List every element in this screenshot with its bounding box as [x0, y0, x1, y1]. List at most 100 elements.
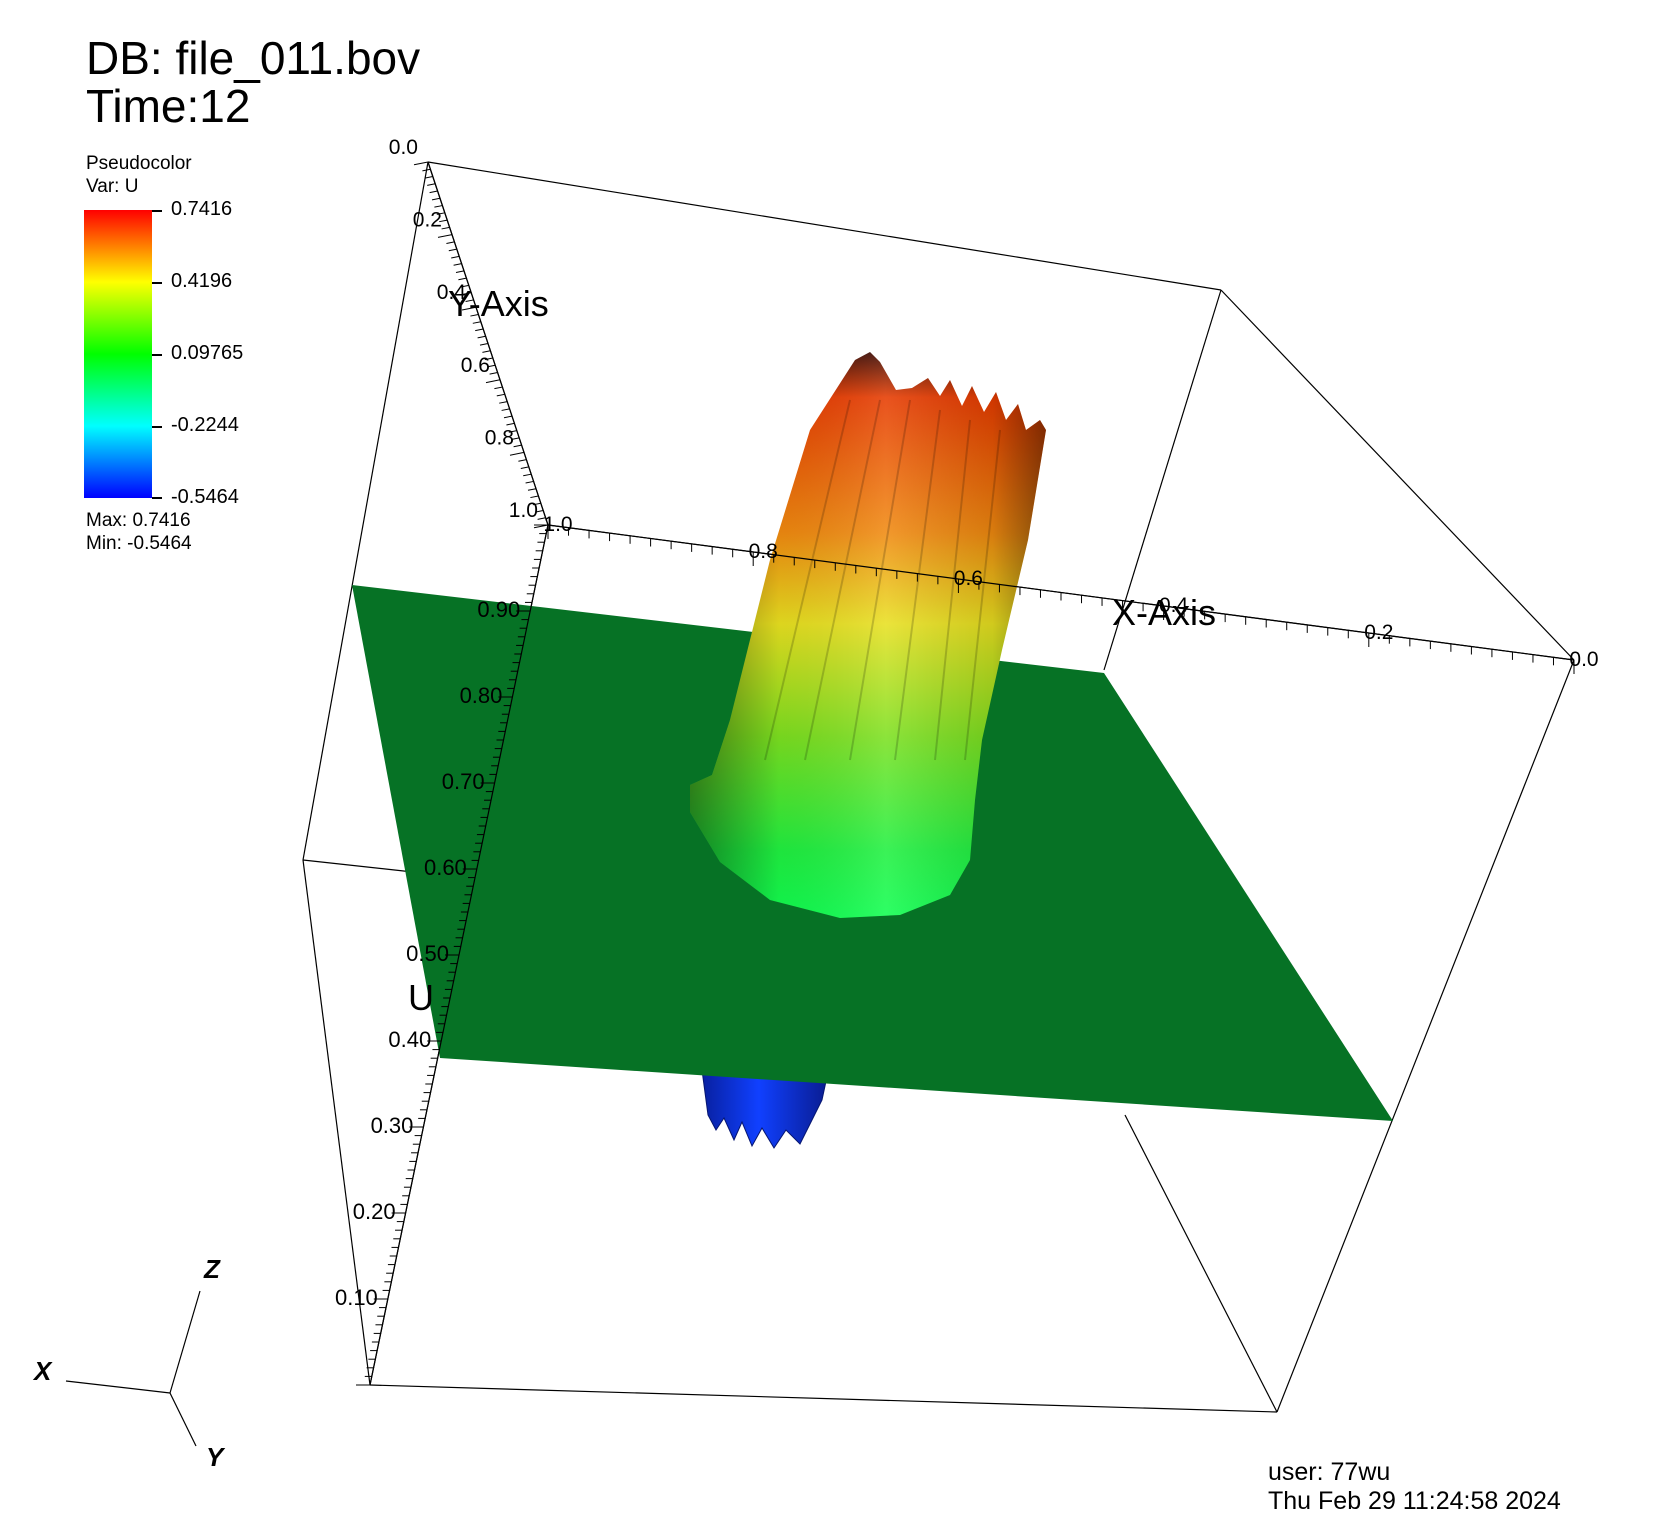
- triad-y-label: Y: [206, 1442, 226, 1472]
- axis-minor-tick: [429, 190, 438, 194]
- axis-tick-label: 0.10: [335, 1285, 378, 1310]
- z-axis-title: U: [408, 977, 434, 1018]
- axis-minor-tick: [513, 444, 522, 448]
- axis-tick-label: 0.70: [442, 769, 485, 794]
- legend-min-label: Min: -0.5464: [86, 533, 192, 554]
- axis-minor-tick: [470, 313, 479, 317]
- axis-minor-tick: [532, 502, 541, 506]
- time-label: Time:12: [86, 80, 251, 132]
- axis-tick-label: 0.8: [485, 426, 514, 449]
- y-axis: 0.0 0.2 0.4 0.6 0.8 1.0: [389, 136, 549, 529]
- axis-minor-tick: [487, 364, 496, 368]
- colorbar-tick-mark: [152, 426, 162, 428]
- colorbar-tick-mark: [152, 210, 162, 212]
- triad-z-label: Z: [203, 1254, 221, 1284]
- axis-minor-tick: [455, 270, 465, 273]
- axis-minor-tick: [446, 241, 455, 244]
- axis-minor-tick: [441, 226, 450, 230]
- axis-tick-label: 0.8: [749, 540, 778, 563]
- axis-tick-label: 0.2: [1364, 621, 1393, 644]
- axis-tick-label: 0.50: [406, 941, 449, 966]
- legend-tick-label: 0.09765: [171, 342, 244, 364]
- axis-minor-tick: [503, 415, 513, 419]
- legend-tick-label: 0.7416: [171, 198, 233, 220]
- axis-tick-label: 0.4: [437, 281, 467, 304]
- axis-minor-tick: [496, 393, 505, 397]
- legend-max-label: Max: 0.7416: [86, 510, 191, 531]
- axis-tick-label: 0.0: [1569, 648, 1598, 671]
- axis-tick-label: 1.0: [509, 499, 538, 522]
- axis-tick-label: 0.6: [954, 567, 983, 590]
- axis-minor-tick: [427, 183, 436, 186]
- axis-minor-tick: [475, 328, 484, 332]
- axis-minor-tick: [506, 422, 515, 426]
- axis-tick-label: 1.0: [543, 513, 572, 536]
- positive-value-blob: [690, 352, 1046, 918]
- axis-tick-label: 0.60: [424, 855, 467, 880]
- axis-minor-tick: [484, 357, 493, 361]
- axis-tick-label: 0.30: [371, 1113, 414, 1138]
- colorbar-tick-mark: [152, 497, 162, 499]
- axis-minor-tick: [477, 335, 486, 339]
- axis-minor-tick: [489, 372, 498, 375]
- axis-tick-label: 0.6: [461, 354, 490, 377]
- axis-tick-label: 0.2: [413, 209, 442, 232]
- orientation-triad: [65, 1290, 201, 1447]
- axis-tick-label: 0.0: [389, 136, 418, 159]
- axis-minor-tick: [482, 350, 491, 353]
- axis-minor-tick: [527, 488, 537, 491]
- axis-major-tick: [413, 161, 429, 166]
- axis-minor-tick: [523, 473, 532, 477]
- colorbar-tick-mark: [152, 354, 162, 356]
- axis-minor-tick: [537, 517, 546, 520]
- legend-variable: Var: U: [86, 176, 139, 197]
- axis-minor-tick: [530, 495, 539, 499]
- axis-minor-tick: [499, 401, 508, 404]
- y-axis-title: Y-Axis: [448, 283, 549, 324]
- axis-minor-tick: [431, 197, 441, 201]
- axis-minor-tick: [518, 459, 527, 462]
- axis-major-tick: [461, 306, 477, 311]
- x-axis: 1.0 0.8 0.6 0.4 0.2 0.0: [543, 513, 1599, 674]
- axis-minor-tick: [508, 430, 517, 433]
- axis-minor-tick: [494, 386, 503, 390]
- axis-major-tick: [485, 379, 501, 384]
- axis-minor-tick: [448, 248, 457, 252]
- legend-colorbar: [84, 210, 152, 498]
- axis-minor-tick: [453, 263, 462, 266]
- user-label: user: 77wu: [1268, 1458, 1391, 1486]
- colorbar-tick-mark: [152, 282, 162, 284]
- legend-tick-label: -0.2244: [171, 414, 239, 436]
- axis-minor-tick: [511, 437, 520, 440]
- axis-tick-label: 0.40: [388, 1027, 431, 1052]
- axis-minor-tick: [439, 219, 448, 223]
- axis-minor-tick: [424, 176, 433, 179]
- legend-tick-label: -0.5464: [171, 486, 239, 508]
- legend-tick-label: 0.4196: [171, 270, 233, 292]
- axis-minor-tick: [463, 292, 472, 295]
- z-axis: 0.10 0.20 0.30 0.40 0.50 0.60 0.70 0.80 0.90: [335, 524, 549, 1386]
- axis-tick-label: 0.90: [477, 597, 520, 622]
- axis-minor-tick: [422, 168, 431, 172]
- axis-minor-tick: [434, 205, 443, 208]
- axis-tick-label: 0.80: [460, 683, 503, 708]
- axis-minor-tick: [451, 255, 460, 259]
- axis-minor-tick: [525, 480, 534, 484]
- timestamp-label: Thu Feb 29 11:24:58 2024: [1268, 1487, 1561, 1515]
- triad-x-label: X: [32, 1356, 53, 1386]
- axis-tick-label: 0.20: [353, 1199, 396, 1224]
- axis-minor-tick: [436, 212, 445, 215]
- axis-minor-tick: [479, 343, 489, 346]
- database-label: DB: file_011.bov: [86, 32, 421, 84]
- axis-minor-tick: [535, 509, 544, 513]
- axis-minor-tick: [520, 466, 529, 470]
- axis-minor-tick: [460, 284, 469, 288]
- axis-tick-label: 0.4: [1159, 594, 1189, 617]
- axis-major-tick: [437, 234, 453, 238]
- axis-minor-tick: [472, 321, 481, 324]
- x-axis-title: X-Axis: [1112, 592, 1216, 633]
- axis-minor-tick: [465, 299, 474, 303]
- legend-plot-type: Pseudocolor: [86, 153, 192, 174]
- negative-value-blob: [701, 1069, 829, 1149]
